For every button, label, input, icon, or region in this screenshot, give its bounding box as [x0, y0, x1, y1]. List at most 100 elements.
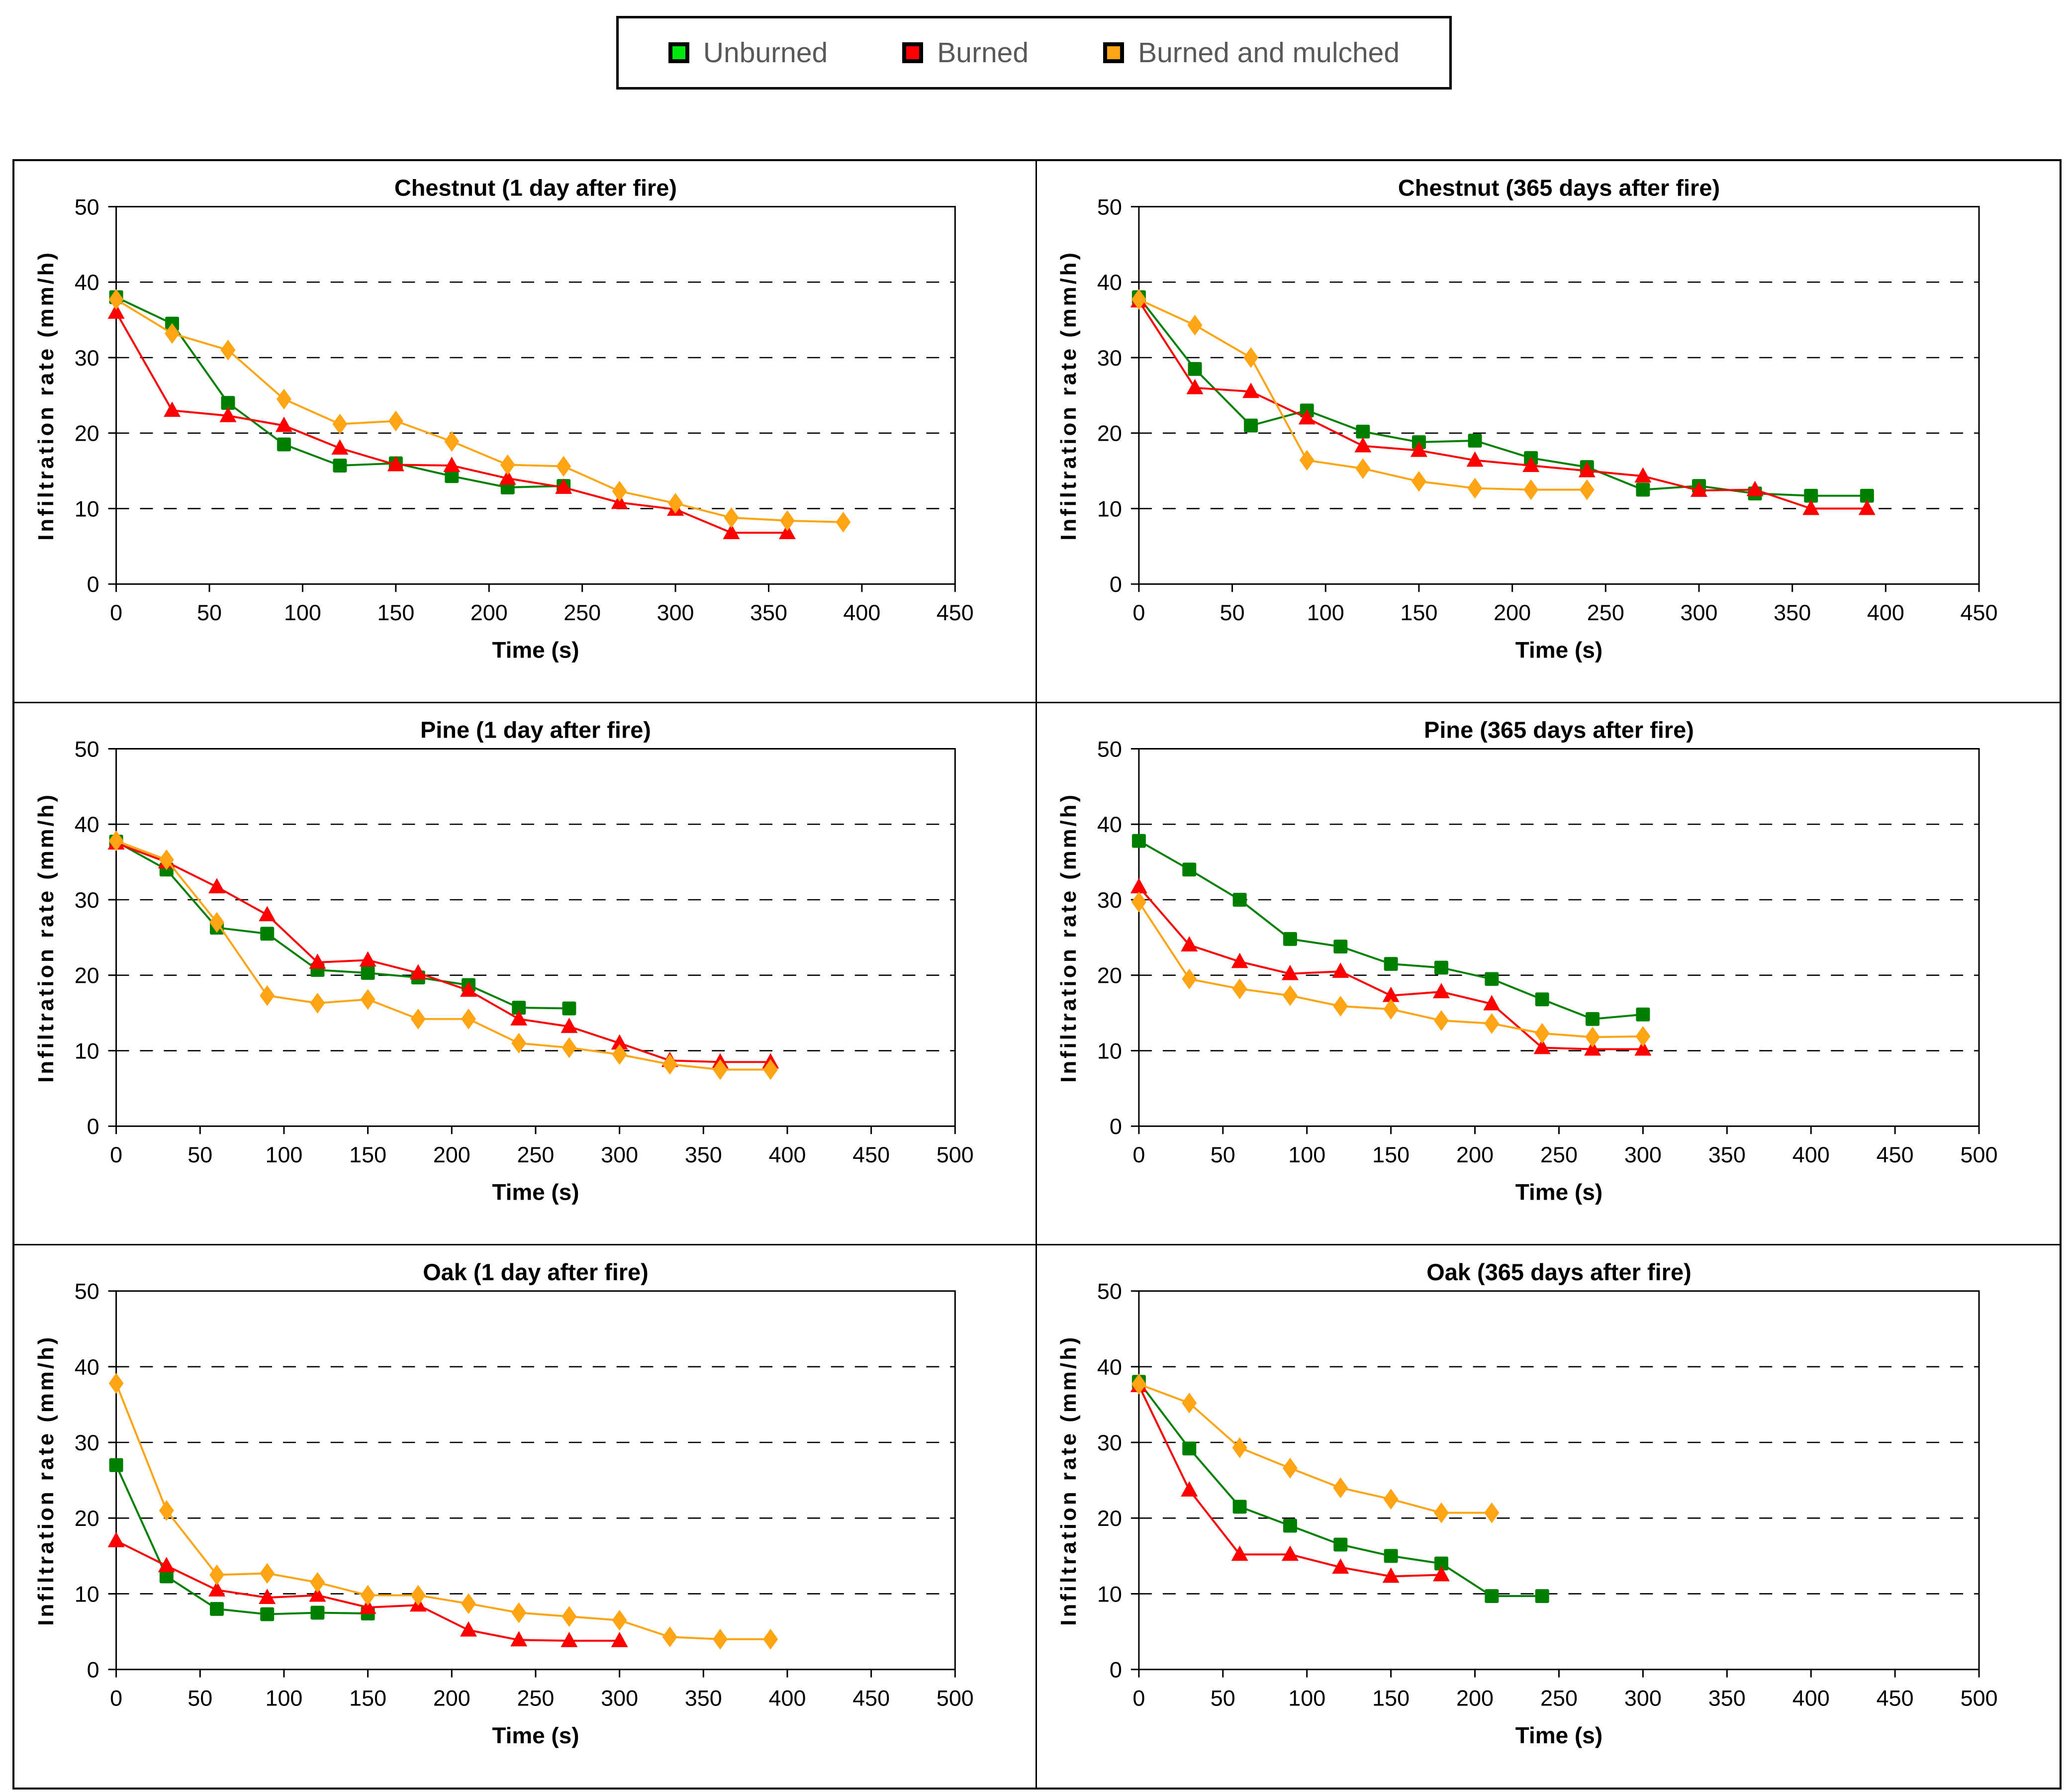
marker-burned-and-mulched	[668, 493, 683, 514]
marker-burned	[1181, 1481, 1198, 1497]
marker-burned	[1533, 1038, 1551, 1054]
unburned-swatch-icon	[668, 42, 689, 63]
marker-unburned	[1244, 418, 1258, 433]
x-tick-label: 50	[188, 1685, 212, 1710]
marker-unburned	[1468, 434, 1482, 448]
marker-burned-and-mulched	[209, 912, 224, 933]
marker-unburned	[1485, 972, 1499, 986]
marker-burned	[259, 906, 276, 922]
marker-burned-and-mulched	[1585, 1027, 1600, 1048]
marker-unburned	[1182, 862, 1197, 877]
marker-burned	[1130, 878, 1147, 894]
marker-burned-and-mulched	[1434, 1010, 1449, 1031]
y-tick-label: 30	[1097, 345, 1122, 371]
y-tick-label: 10	[75, 496, 99, 522]
y-tick-label: 40	[1097, 812, 1122, 837]
chart-title: Oak (1 day after fire)	[423, 1259, 648, 1285]
y-axis-label: Infiltration rate (mm/h)	[34, 792, 58, 1083]
marker-burned	[1231, 952, 1248, 968]
marker-burned-and-mulched	[780, 510, 795, 531]
marker-burned-and-mulched	[662, 1626, 677, 1648]
series-line-burned	[1138, 300, 1867, 510]
marker-unburned	[1434, 960, 1448, 975]
chart-oak-365-days: 0 50 100 150 200 250 300 350 400 450 500 0 10 20 30 40 5…	[1056, 1259, 1998, 1748]
marker-burned	[499, 469, 516, 485]
y-tick-label: 30	[75, 345, 99, 371]
marker-burned-and-mulched	[662, 1053, 677, 1075]
marker-burned-and-mulched	[159, 849, 174, 870]
x-tick-label: 400	[769, 1142, 806, 1167]
marker-burned-and-mulched	[1383, 999, 1399, 1020]
marker-unburned	[445, 469, 459, 483]
y-tick-label: 50	[75, 194, 99, 219]
marker-burned	[331, 439, 349, 455]
y-tick-label: 0	[1110, 571, 1122, 597]
x-axis-label: Time (s)	[1515, 1179, 1602, 1205]
x-tick-label: 400	[843, 600, 880, 625]
marker-burned-and-mulched	[310, 993, 325, 1014]
x-tick-label: 100	[265, 1142, 302, 1167]
marker-burned	[1332, 1558, 1349, 1574]
series-line-burned-and-mulched	[115, 1383, 771, 1640]
chart-panel-oak-1-day: 0 50 100 150 200 250 300 350 400 450 500 0 10 20 30 40 5…	[14, 1245, 1037, 1788]
marker-burned	[359, 1598, 376, 1614]
x-tick-label: 500	[937, 1685, 974, 1710]
marker-unburned	[1586, 1012, 1600, 1026]
marker-unburned	[159, 1569, 174, 1584]
marker-burned-and-mulched	[159, 1500, 174, 1521]
marker-burned-and-mulched	[444, 431, 460, 452]
marker-unburned	[1232, 893, 1247, 907]
x-tick-label: 250	[1540, 1685, 1578, 1710]
marker-burned-and-mulched	[276, 388, 291, 410]
marker-burned-and-mulched	[1333, 1477, 1348, 1499]
marker-burned	[561, 1631, 578, 1647]
marker-burned-and-mulched	[1333, 996, 1348, 1017]
marker-unburned	[1182, 1441, 1197, 1456]
x-axis-label: Time (s)	[492, 1722, 579, 1748]
marker-burned-and-mulched	[612, 1609, 627, 1631]
y-tick-label: 0	[1110, 1657, 1122, 1683]
marker-burned-and-mulched	[562, 1606, 577, 1627]
legend-item-unburned: Unburned	[668, 36, 828, 69]
y-tick-label: 50	[75, 736, 99, 761]
marker-burned-and-mulched	[1523, 479, 1539, 500]
y-tick-label: 30	[1097, 887, 1122, 913]
marker-burned-and-mulched	[724, 507, 739, 528]
x-tick-label: 0	[110, 1685, 122, 1710]
marker-burned-and-mulched	[1131, 1373, 1146, 1395]
marker-burned-and-mulched	[1434, 1502, 1449, 1523]
x-tick-label: 200	[433, 1685, 470, 1710]
marker-burned	[1332, 962, 1349, 978]
marker-burned-and-mulched	[511, 1033, 527, 1054]
plot-area	[115, 1290, 956, 1671]
legend-item-burned: Burned	[902, 36, 1029, 69]
burned-swatch-icon	[902, 42, 924, 63]
marker-unburned	[1485, 1589, 1499, 1603]
marker-unburned	[1434, 1556, 1448, 1571]
chart-panel-chestnut-1-day: 0 50 100 150 200 250 300 350 400 450 0 10 20 30 40 50 Ch…	[14, 161, 1037, 703]
y-tick-label: 10	[1097, 1038, 1122, 1064]
marker-burned-and-mulched	[556, 456, 571, 477]
marker-burned	[1691, 481, 1708, 497]
chart-panel-pine-1-day: 0 50 100 150 200 250 300 350 400 450 500 0 10 20 30 40 5…	[14, 703, 1037, 1245]
x-tick-label: 200	[433, 1142, 470, 1167]
marker-unburned	[1384, 1549, 1398, 1563]
marker-burned	[1433, 983, 1450, 999]
marker-burned-and-mulched	[220, 339, 236, 361]
marker-burned-and-mulched	[410, 1585, 426, 1606]
y-axis-label: Infiltration rate (mm/h)	[1056, 250, 1081, 541]
marker-unburned	[1333, 940, 1348, 954]
marker-burned-and-mulched	[1131, 891, 1146, 913]
marker-unburned	[277, 437, 291, 452]
y-tick-label: 40	[75, 812, 99, 837]
marker-burned-and-mulched	[165, 323, 180, 344]
marker-burned	[779, 524, 796, 540]
marker-unburned	[1860, 488, 1874, 503]
marker-burned-and-mulched	[332, 413, 348, 435]
marker-burned-and-mulched	[713, 1628, 728, 1650]
y-tick-label: 0	[87, 1114, 99, 1139]
y-axis-label: Infiltration rate (mm/h)	[34, 1335, 58, 1626]
marker-burned	[387, 456, 404, 472]
y-tick-label: 0	[87, 1657, 99, 1683]
marker-burned	[1181, 936, 1198, 952]
